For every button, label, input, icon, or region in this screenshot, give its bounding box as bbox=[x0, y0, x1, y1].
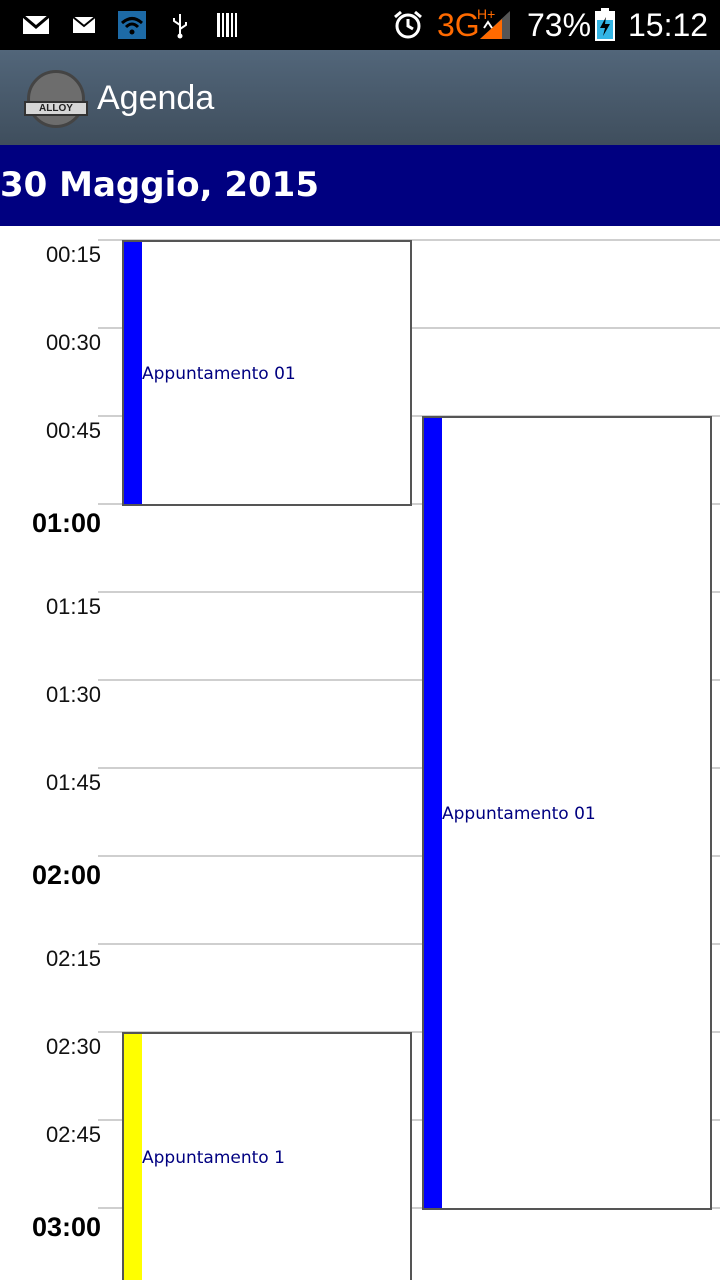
agenda-timeline[interactable]: 00:15 00:30 00:45 01:00 01:15 01:30 01:45 02:00… bbox=[0, 226, 720, 1280]
signal-icon bbox=[478, 10, 512, 40]
event-color-bar bbox=[424, 418, 442, 1208]
time-label: 02:15 bbox=[45, 946, 101, 971]
time-label: 02:30 bbox=[45, 1034, 101, 1059]
status-bar: 3G H+ 73% 15:12 bbox=[0, 0, 720, 50]
clock: 15:12 bbox=[628, 7, 709, 43]
battery-percent: 73% bbox=[527, 7, 592, 43]
event-card[interactable]: Appuntamento 01 bbox=[122, 240, 412, 506]
event-title: Appuntamento 01 bbox=[442, 804, 596, 824]
barcode-icon bbox=[216, 10, 238, 40]
network-sub: H+ bbox=[477, 6, 496, 22]
action-bar: ALLOY Agenda bbox=[0, 50, 720, 145]
date-title: 30 Maggio, 2015 bbox=[0, 165, 319, 205]
battery-charging-icon bbox=[594, 8, 616, 42]
event-title: Appuntamento 01 bbox=[142, 364, 296, 384]
grid-line bbox=[98, 943, 720, 945]
time-label: 01:45 bbox=[45, 770, 101, 795]
event-card[interactable]: Appuntamento 01 bbox=[422, 416, 712, 1210]
wifi-icon bbox=[118, 10, 146, 40]
grid-line bbox=[98, 679, 720, 681]
grid-line bbox=[98, 767, 720, 769]
time-label: 02:45 bbox=[45, 1122, 101, 1147]
gmail-icon bbox=[22, 10, 50, 40]
event-title: Appuntamento 1 bbox=[142, 1148, 285, 1168]
page-title: Agenda bbox=[97, 79, 215, 117]
network-type: 3G bbox=[437, 7, 480, 43]
time-label: 00:45 bbox=[45, 418, 101, 443]
mail-icon bbox=[72, 10, 96, 40]
time-label: 01:15 bbox=[45, 594, 101, 619]
app-logo-text: ALLOY bbox=[24, 101, 88, 116]
grid-line bbox=[98, 855, 720, 857]
hour-label: 03:00 bbox=[31, 1212, 101, 1242]
date-header: 30 Maggio, 2015 bbox=[0, 145, 720, 226]
time-label: 00:30 bbox=[45, 330, 101, 355]
usb-icon bbox=[170, 10, 190, 40]
grid-line bbox=[98, 591, 720, 593]
app-logo[interactable]: ALLOY bbox=[24, 70, 88, 128]
time-label: 00:15 bbox=[45, 242, 101, 267]
hour-label: 01:00 bbox=[31, 508, 101, 538]
event-card[interactable]: Appuntamento 1 bbox=[122, 1032, 412, 1280]
event-color-bar bbox=[124, 242, 142, 504]
time-label: 01:30 bbox=[45, 682, 101, 707]
alarm-icon bbox=[392, 10, 424, 40]
event-color-bar bbox=[124, 1034, 142, 1280]
hour-label: 02:00 bbox=[31, 860, 101, 890]
